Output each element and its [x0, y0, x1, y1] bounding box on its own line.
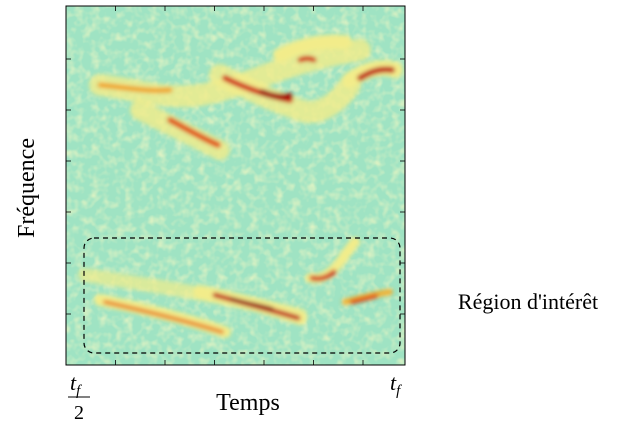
tick-sub: f: [76, 383, 82, 399]
y-axis-label: Fréquence: [14, 138, 40, 238]
svg-text:tf: tf: [70, 370, 82, 399]
x-tick-label: tf 2: [68, 370, 90, 424]
tick-base: t: [70, 370, 77, 395]
spectrogram: [66, 6, 405, 365]
x-axis-label: Temps: [216, 390, 280, 416]
region-box: [83, 237, 401, 354]
annotation: Région d'intérêt: [458, 289, 598, 314]
x-tick-label: tf: [390, 370, 402, 399]
axis-ticks: [66, 6, 405, 365]
tick-denominator: 2: [74, 402, 84, 423]
tick-base: t: [390, 370, 397, 395]
plot-frame: [65, 5, 406, 366]
tick-sub: f: [396, 383, 402, 399]
